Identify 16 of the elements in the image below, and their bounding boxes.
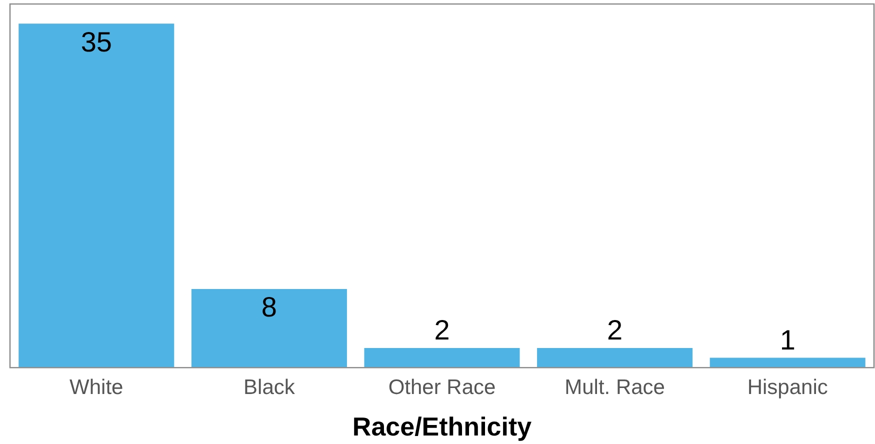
bar [537,348,693,368]
bar [710,358,866,368]
x-axis-title: Race/Ethnicity [352,412,532,442]
data-label: 8 [261,292,277,323]
data-label: 2 [434,314,450,346]
x-tick-label: Black [244,376,296,399]
x-tick-label: White [70,376,124,399]
bar [18,24,174,368]
data-label: 2 [607,314,623,346]
data-label: 35 [80,26,112,58]
x-tick-label: Other Race [388,376,496,399]
bar [364,348,520,368]
x-tick-label: Hispanic [747,376,828,399]
bar [191,288,347,368]
x-tick-label: Mult. Race [564,376,665,399]
data-label: 1 [780,324,796,356]
